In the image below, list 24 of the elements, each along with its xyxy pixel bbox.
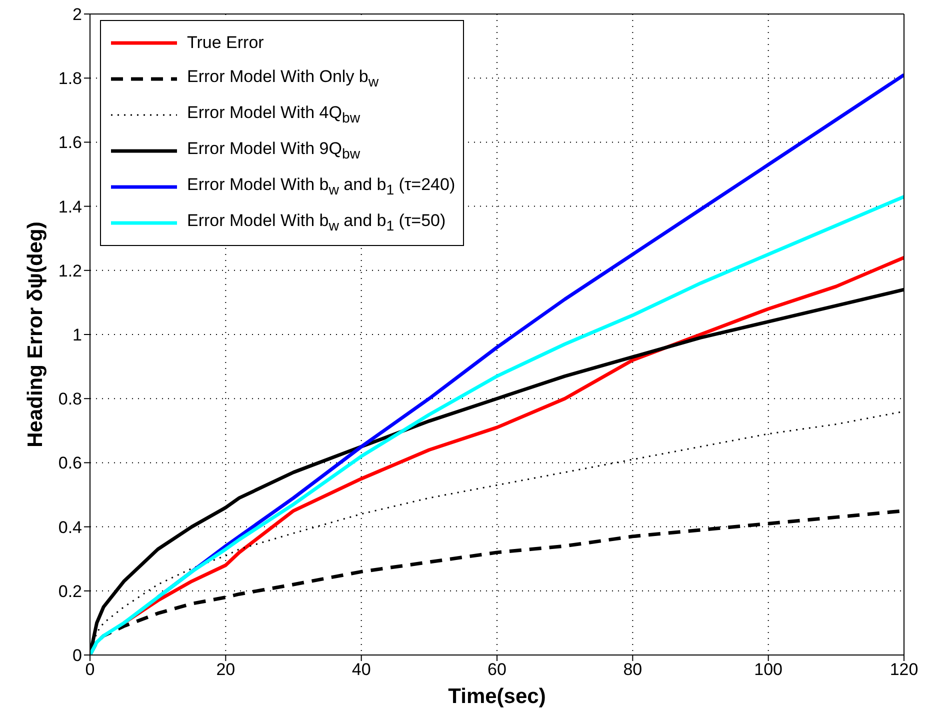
y-tick-label: 1.6 [58, 133, 82, 152]
legend-label: Error Model With Only b$_{w}$ [187, 67, 379, 91]
y-tick-label: 0.2 [58, 582, 82, 601]
y-tick-label: 2 [72, 5, 82, 24]
y-tick-label: 0.8 [58, 390, 82, 409]
y-tick-label: 0 [72, 646, 82, 666]
x-tick-label: 20 [216, 660, 236, 680]
y-axis-title: Heading Error δψ(deg) [24, 222, 47, 448]
y-tick-label: 0.6 [58, 454, 82, 473]
x-tick-label: 40 [352, 660, 371, 680]
y-tick-label: 1.8 [58, 69, 82, 88]
legend-label: Error Model With b$_{w}$ and b$_{1}$ (τ=50) [187, 211, 446, 235]
x-tick-label: 0 [85, 660, 95, 680]
x-tick-label: 60 [488, 660, 506, 680]
x-tick-label: 80 [623, 660, 642, 680]
x-tick-label: 120 [890, 660, 918, 680]
y-tick-label: 1.2 [58, 261, 82, 280]
y-tick-label: 0.4 [58, 518, 82, 537]
y-tick-label: 1 [72, 326, 82, 345]
y-tick-label: 1.4 [58, 197, 82, 216]
legend-label: True Error [187, 33, 264, 53]
x-axis-title: Time(sec) [448, 685, 546, 708]
legend-label: Error Model With b$_{w}$ and b$_{1}$ (τ=240) [187, 175, 456, 199]
x-tick-label: 100 [754, 660, 783, 680]
